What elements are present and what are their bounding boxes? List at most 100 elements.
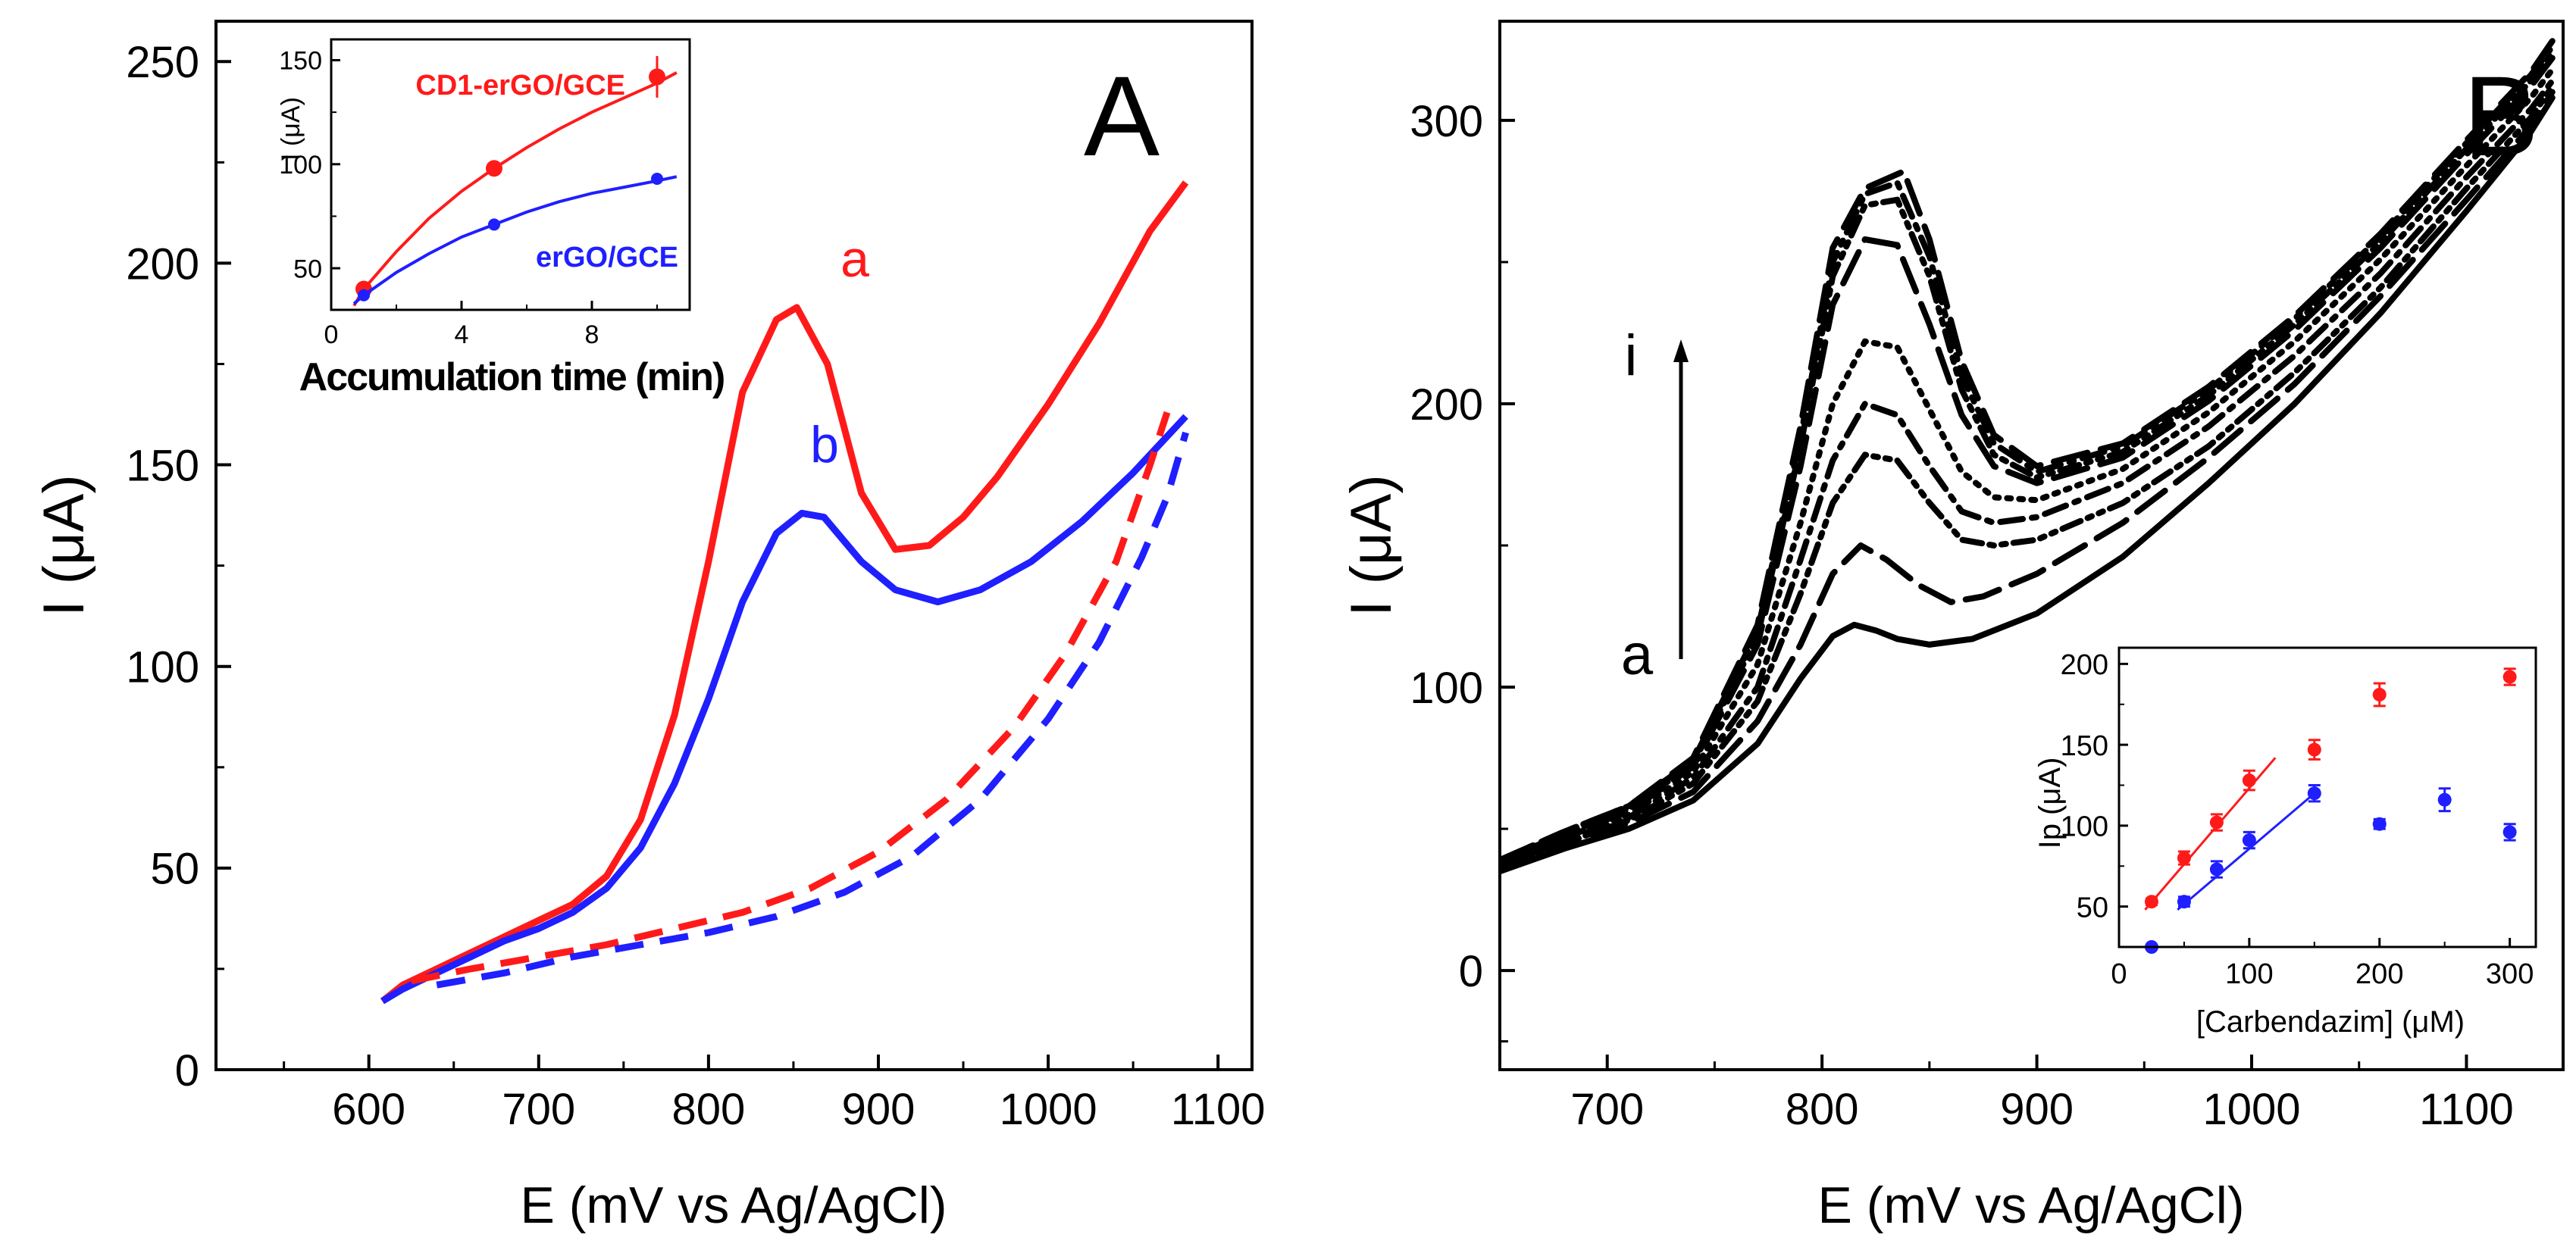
- panel-a-x-tick-label: 900: [842, 1085, 916, 1134]
- panel-a-x-tick-label: 600: [332, 1085, 405, 1134]
- panel-b-series-g: [1500, 49, 2556, 864]
- panel-a-x-tick-label: 1100: [1171, 1085, 1266, 1134]
- panel-b-series-d: [1500, 77, 2556, 866]
- panel-b-series-c: [1500, 83, 2556, 869]
- panel-a-y-tick-label: 200: [126, 239, 199, 289]
- panel-b-plot-area: [1500, 38, 2556, 875]
- panel-a-letter: A: [1084, 52, 1160, 180]
- panel-b-inset-point-blue: [2372, 817, 2387, 831]
- panel-b-inset-point-red: [2372, 687, 2387, 702]
- panel-a-inset-y-tick-label: 50: [293, 255, 322, 283]
- panel-b-inset-point-blue: [2307, 786, 2321, 801]
- panel-a-inset-x-tick-label: 0: [324, 320, 339, 349]
- panel-b-inset-point-red: [2242, 773, 2256, 788]
- panel-a-x-tick-label: 800: [671, 1085, 745, 1134]
- panel-b-y-tick-label: 200: [1410, 380, 1483, 430]
- panel-a-plot-area: [380, 180, 1189, 1005]
- panel-b-x-axis-title: E (mV vs Ag/AgCl): [1817, 1177, 2244, 1234]
- panel-a-inset-point-blue: [488, 218, 500, 231]
- panel-b-inset-x-tick-label: 200: [2355, 958, 2403, 990]
- panel-a-inset-x-axis-title: Accumulation time (min): [299, 355, 725, 399]
- panel-a-series-b: [380, 414, 1188, 1005]
- panel-b-inset-x-tick-label: 0: [2111, 958, 2127, 990]
- panel-b-inset-fit-blue: [2177, 792, 2315, 911]
- panel-b-x-tick-label: 1000: [2203, 1085, 2301, 1134]
- panel-b-x-tick-label: 900: [2000, 1085, 2074, 1134]
- panel-b-inset-point-blue: [2209, 862, 2224, 877]
- panel-a-y-tick-label: 0: [175, 1046, 199, 1095]
- panel-b-inset-x-tick-label: 300: [2486, 958, 2534, 990]
- panel-a-series-b-blank: [436, 431, 1189, 989]
- panel-a-inset-x-tick-label: 4: [455, 320, 469, 349]
- panel-a-inset-point-blue: [358, 289, 370, 302]
- panel-a-series-a-blank: [410, 411, 1171, 985]
- panel-b-inset-y-axis-title: Ip (μA): [2033, 758, 2067, 849]
- panel-a-inset-background: [331, 39, 690, 310]
- panel-b-inset-y-tick-label: 50: [2077, 892, 2108, 923]
- panel-b-x-tick-label: 800: [1786, 1085, 1859, 1134]
- panel-a-frame: [214, 20, 1254, 1071]
- panel-b-inset-y-tick-label: 150: [2061, 730, 2108, 762]
- panel-a-inset-fit-red: [352, 71, 678, 307]
- panel-a-y-axis-title: I (μA): [32, 474, 96, 616]
- panel-a-inset-point-red: [649, 68, 665, 86]
- panel-a-inset-legend-red: CD1-erGO/GCE: [415, 70, 625, 102]
- panel-b-inset-x-axis-title: [Carbendazim] (μM): [2196, 1005, 2465, 1039]
- panel-a-inset-y-axis-title: I (μA): [277, 97, 305, 161]
- panel-b-inset-y-tick-label: 200: [2061, 649, 2108, 681]
- panel-a-y-tick-label: 250: [126, 38, 199, 87]
- panel-a-x-axis-title: E (mV vs Ag/AgCl): [520, 1177, 947, 1234]
- panel-b-series-b: [1500, 89, 2556, 869]
- panel-b-series-e: [1500, 66, 2556, 866]
- panel-b-inset-point-blue: [2502, 825, 2517, 839]
- panel-b-series-a: [1500, 95, 2556, 875]
- panel-b-inset-point-blue: [2437, 792, 2452, 807]
- panel-b-y-axis-title: I (μA): [1339, 474, 1404, 616]
- panel-b-letter: B: [2463, 52, 2539, 180]
- panel-b-inset-point-blue: [2177, 895, 2191, 909]
- panel-a-inset-frame: [330, 38, 691, 311]
- panel-b-inset-frame: [2117, 646, 2537, 948]
- curve-label-a: a: [840, 230, 869, 288]
- panel-b-inset-point-red: [2144, 895, 2158, 909]
- panel-b-frame: [1498, 20, 2565, 1071]
- panel-a-y-tick-label: 150: [126, 441, 199, 490]
- panel-b-inset-point-blue: [2242, 833, 2256, 848]
- panel-a-inset-fit-blue: [352, 175, 678, 305]
- panel-a-series-a: [380, 180, 1189, 1005]
- panel-b-y-tick-label: 300: [1410, 97, 1483, 146]
- panel-b-x-tick-label: 1100: [2419, 1085, 2514, 1134]
- curve-label-first: a: [1621, 623, 1654, 687]
- panel-a-y-tick-label: 100: [126, 643, 199, 692]
- panel-b-y-tick-label: 100: [1410, 664, 1483, 713]
- panel-b-inset-x-tick-label: 100: [2225, 958, 2273, 990]
- panel-a-inset: 0 4 8 50 100 150 Accumulation time (min) I (μ…: [277, 38, 725, 399]
- panel-a-inset-plot-area: 0 4 8 50 100 150: [279, 47, 678, 349]
- panel-b-inset: 0 100 200 300 50 100 150 200 [Carbendazim] (μM)…: [2033, 646, 2537, 1039]
- panel-a-inset-x-tick-label: 8: [585, 320, 599, 349]
- panel-a-x-tick-label: 700: [502, 1085, 575, 1134]
- panel-a-inset-point-red: [486, 160, 502, 177]
- panel-a-x-tick-label: 1000: [1000, 1085, 1097, 1134]
- panel-b-x-tick-label: 700: [1570, 1085, 1644, 1134]
- increase-arrow-head: [1673, 339, 1689, 362]
- panel-b-inset-point-red: [2307, 742, 2321, 757]
- panel-a-inset-legend-blue: erGO/GCE: [536, 242, 678, 273]
- curve-label-b: b: [810, 416, 839, 473]
- panel-a-inset-point-blue: [651, 172, 663, 185]
- curve-label-last: i: [1625, 323, 1638, 388]
- panel-b-curves: [1500, 38, 2556, 875]
- panel-b-inset-point-red: [2502, 670, 2517, 684]
- panel-a-inset-y-tick-label: 100: [279, 151, 322, 180]
- panel-a-y-tick-label: 50: [150, 845, 199, 894]
- panel-b-inset-y-tick-label: 100: [2061, 811, 2108, 843]
- panel-b-y-tick-label: 0: [1459, 947, 1483, 996]
- panel-b-inset-point-red: [2209, 815, 2224, 830]
- panel-a-inset-y-tick-label: 150: [279, 47, 322, 76]
- panel-b-inset-point-red: [2177, 851, 2191, 865]
